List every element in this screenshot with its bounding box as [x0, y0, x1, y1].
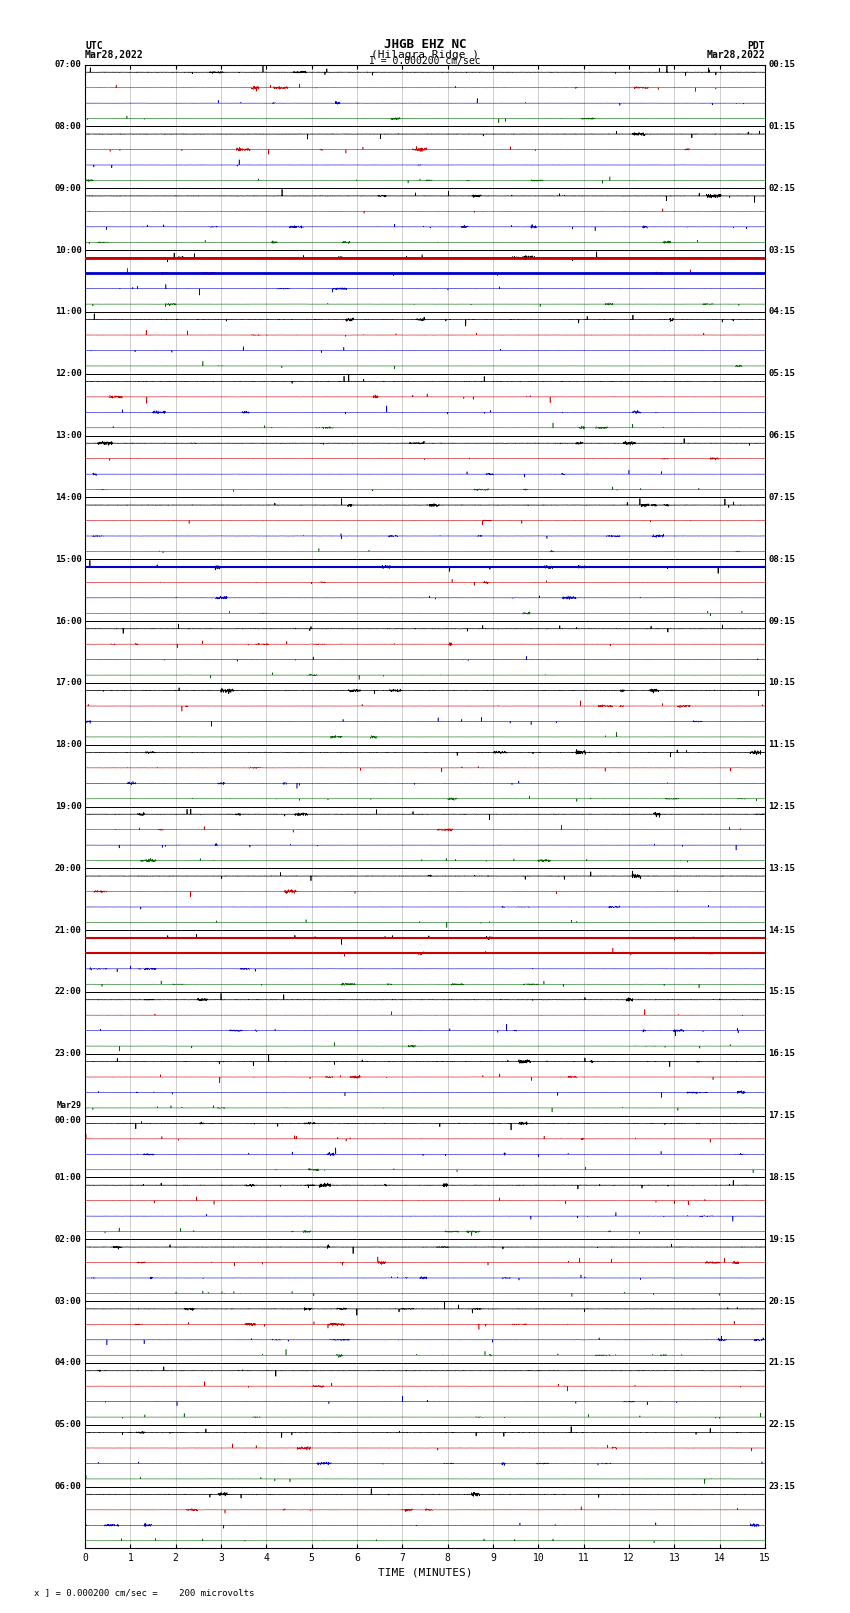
- Text: 01:15: 01:15: [768, 123, 796, 131]
- Text: 16:00: 16:00: [54, 616, 82, 626]
- Text: JHGB EHZ NC: JHGB EHZ NC: [383, 37, 467, 50]
- Text: 10:00: 10:00: [54, 245, 82, 255]
- Text: PDT: PDT: [747, 40, 765, 50]
- Text: 02:15: 02:15: [768, 184, 796, 192]
- Text: 04:00: 04:00: [54, 1358, 82, 1368]
- Text: 09:00: 09:00: [54, 184, 82, 192]
- Text: 23:15: 23:15: [768, 1482, 796, 1490]
- Text: UTC: UTC: [85, 40, 103, 50]
- Text: 05:15: 05:15: [768, 369, 796, 377]
- Text: I = 0.000200 cm/sec: I = 0.000200 cm/sec: [369, 56, 481, 66]
- Text: 18:00: 18:00: [54, 740, 82, 748]
- Text: 07:15: 07:15: [768, 494, 796, 502]
- Text: Mar28,2022: Mar28,2022: [85, 50, 144, 60]
- Text: 06:00: 06:00: [54, 1482, 82, 1490]
- Text: 21:00: 21:00: [54, 926, 82, 934]
- Text: 12:15: 12:15: [768, 802, 796, 811]
- Text: Mar28,2022: Mar28,2022: [706, 50, 765, 60]
- Text: 12:00: 12:00: [54, 369, 82, 377]
- Text: 23:00: 23:00: [54, 1050, 82, 1058]
- Text: 08:15: 08:15: [768, 555, 796, 563]
- Text: (Hilagra Ridge ): (Hilagra Ridge ): [371, 50, 479, 60]
- Text: 03:00: 03:00: [54, 1297, 82, 1305]
- Text: 05:00: 05:00: [54, 1421, 82, 1429]
- Text: 19:15: 19:15: [768, 1236, 796, 1244]
- Text: 09:15: 09:15: [768, 616, 796, 626]
- Text: 11:15: 11:15: [768, 740, 796, 748]
- Text: 15:15: 15:15: [768, 987, 796, 997]
- Text: 20:00: 20:00: [54, 865, 82, 873]
- Text: 00:15: 00:15: [768, 60, 796, 69]
- Text: 22:00: 22:00: [54, 987, 82, 997]
- Text: 17:00: 17:00: [54, 679, 82, 687]
- Text: 14:00: 14:00: [54, 494, 82, 502]
- Text: 22:15: 22:15: [768, 1421, 796, 1429]
- Text: 11:00: 11:00: [54, 308, 82, 316]
- Text: 18:15: 18:15: [768, 1173, 796, 1182]
- Text: 14:15: 14:15: [768, 926, 796, 934]
- Text: 07:00: 07:00: [54, 60, 82, 69]
- Text: 17:15: 17:15: [768, 1111, 796, 1119]
- Text: 00:00: 00:00: [54, 1116, 82, 1124]
- Text: 13:00: 13:00: [54, 431, 82, 440]
- X-axis label: TIME (MINUTES): TIME (MINUTES): [377, 1568, 473, 1578]
- Text: 08:00: 08:00: [54, 123, 82, 131]
- Text: 20:15: 20:15: [768, 1297, 796, 1305]
- Text: x ] = 0.000200 cm/sec =    200 microvolts: x ] = 0.000200 cm/sec = 200 microvolts: [34, 1587, 254, 1597]
- Text: 16:15: 16:15: [768, 1050, 796, 1058]
- Text: 03:15: 03:15: [768, 245, 796, 255]
- Text: 21:15: 21:15: [768, 1358, 796, 1368]
- Text: 13:15: 13:15: [768, 865, 796, 873]
- Text: 02:00: 02:00: [54, 1236, 82, 1244]
- Text: 04:15: 04:15: [768, 308, 796, 316]
- Text: Mar29: Mar29: [57, 1100, 82, 1110]
- Text: 19:00: 19:00: [54, 802, 82, 811]
- Text: 06:15: 06:15: [768, 431, 796, 440]
- Text: 10:15: 10:15: [768, 679, 796, 687]
- Text: 15:00: 15:00: [54, 555, 82, 563]
- Text: 01:00: 01:00: [54, 1173, 82, 1182]
